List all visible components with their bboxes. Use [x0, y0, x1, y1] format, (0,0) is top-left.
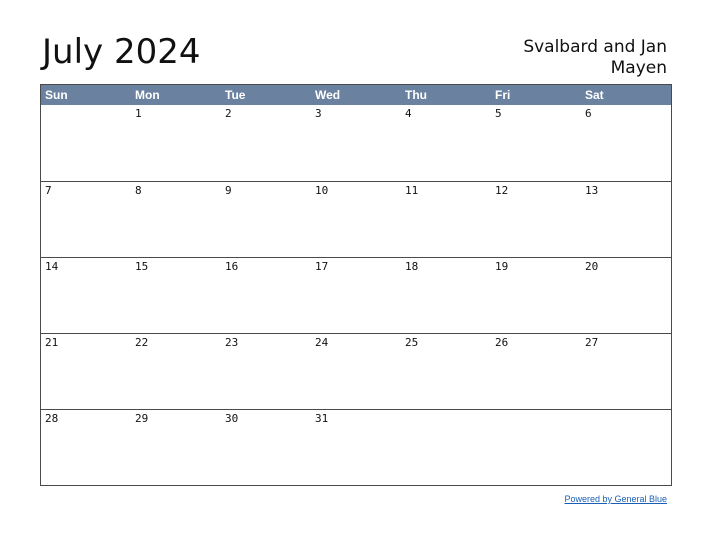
day-number: 2: [225, 107, 232, 120]
weekday-sun: Sun: [45, 88, 68, 102]
day-cell: 1: [131, 105, 221, 181]
day-cell: 14: [41, 258, 131, 333]
day-number: 16: [225, 260, 239, 273]
powered-by-link[interactable]: Powered by General Blue: [564, 494, 667, 504]
week-row-5: 28 29 30 31: [41, 409, 671, 485]
day-cell: 20: [581, 258, 671, 333]
day-number: 21: [45, 336, 59, 349]
day-cell: 5: [491, 105, 581, 181]
day-cell: 6: [581, 105, 671, 181]
week-row-1: 1 2 3 4 5 6: [41, 105, 671, 181]
day-cell: 8: [131, 182, 221, 257]
day-cell: 29: [131, 410, 221, 485]
day-number: 20: [585, 260, 599, 273]
day-number: 5: [495, 107, 502, 120]
day-cell: 2: [221, 105, 311, 181]
day-number: 27: [585, 336, 599, 349]
day-number: 9: [225, 184, 232, 197]
day-number: 22: [135, 336, 149, 349]
day-number: 18: [405, 260, 419, 273]
weekday-thu: Thu: [405, 88, 427, 102]
day-cell: 22: [131, 334, 221, 409]
day-cell: [581, 410, 671, 485]
week-row-2: 7 8 9 10 11 12 13: [41, 181, 671, 257]
day-number: 29: [135, 412, 149, 425]
day-cell: [401, 410, 491, 485]
day-number: 30: [225, 412, 239, 425]
day-number: 17: [315, 260, 329, 273]
day-cell: 17: [311, 258, 401, 333]
day-number: 12: [495, 184, 509, 197]
day-number: 31: [315, 412, 329, 425]
day-cell: [491, 410, 581, 485]
day-cell: 12: [491, 182, 581, 257]
day-number: 24: [315, 336, 329, 349]
day-number: 4: [405, 107, 412, 120]
day-cell: 19: [491, 258, 581, 333]
page-title: July 2024: [42, 32, 201, 72]
weekday-sat: Sat: [585, 88, 604, 102]
day-number: 14: [45, 260, 59, 273]
day-cell: 28: [41, 410, 131, 485]
calendar-grid: Sun Mon Tue Wed Thu Fri Sat 1 2 3 4 5 6 …: [40, 84, 672, 486]
day-number: 1: [135, 107, 142, 120]
weekday-wed: Wed: [315, 88, 341, 102]
day-cell: 23: [221, 334, 311, 409]
day-cell: 30: [221, 410, 311, 485]
weekday-mon: Mon: [135, 88, 160, 102]
day-number: 19: [495, 260, 509, 273]
day-cell: 18: [401, 258, 491, 333]
day-cell: 31: [311, 410, 401, 485]
weekday-header-row: Sun Mon Tue Wed Thu Fri Sat: [41, 85, 671, 105]
day-number: 25: [405, 336, 419, 349]
day-number: 23: [225, 336, 239, 349]
day-cell: 16: [221, 258, 311, 333]
day-cell: 7: [41, 182, 131, 257]
day-cell: 10: [311, 182, 401, 257]
day-cell: 21: [41, 334, 131, 409]
day-cell: 25: [401, 334, 491, 409]
day-number: 11: [405, 184, 419, 197]
day-number: 28: [45, 412, 59, 425]
day-number: 3: [315, 107, 322, 120]
day-number: 15: [135, 260, 149, 273]
day-cell: 13: [581, 182, 671, 257]
day-cell: 9: [221, 182, 311, 257]
day-number: 26: [495, 336, 509, 349]
region-name: Svalbard and Jan Mayen: [523, 37, 667, 78]
day-cell: 11: [401, 182, 491, 257]
day-number: 8: [135, 184, 142, 197]
day-cell: 27: [581, 334, 671, 409]
day-cell: 24: [311, 334, 401, 409]
day-cell: 15: [131, 258, 221, 333]
day-cell: [41, 105, 131, 181]
day-number: 10: [315, 184, 329, 197]
weekday-tue: Tue: [225, 88, 246, 102]
day-cell: 3: [311, 105, 401, 181]
weekday-fri: Fri: [495, 88, 511, 102]
day-cell: 4: [401, 105, 491, 181]
day-number: 13: [585, 184, 599, 197]
day-number: 6: [585, 107, 592, 120]
day-cell: 26: [491, 334, 581, 409]
day-number: 7: [45, 184, 52, 197]
week-row-4: 21 22 23 24 25 26 27: [41, 333, 671, 409]
week-row-3: 14 15 16 17 18 19 20: [41, 257, 671, 333]
